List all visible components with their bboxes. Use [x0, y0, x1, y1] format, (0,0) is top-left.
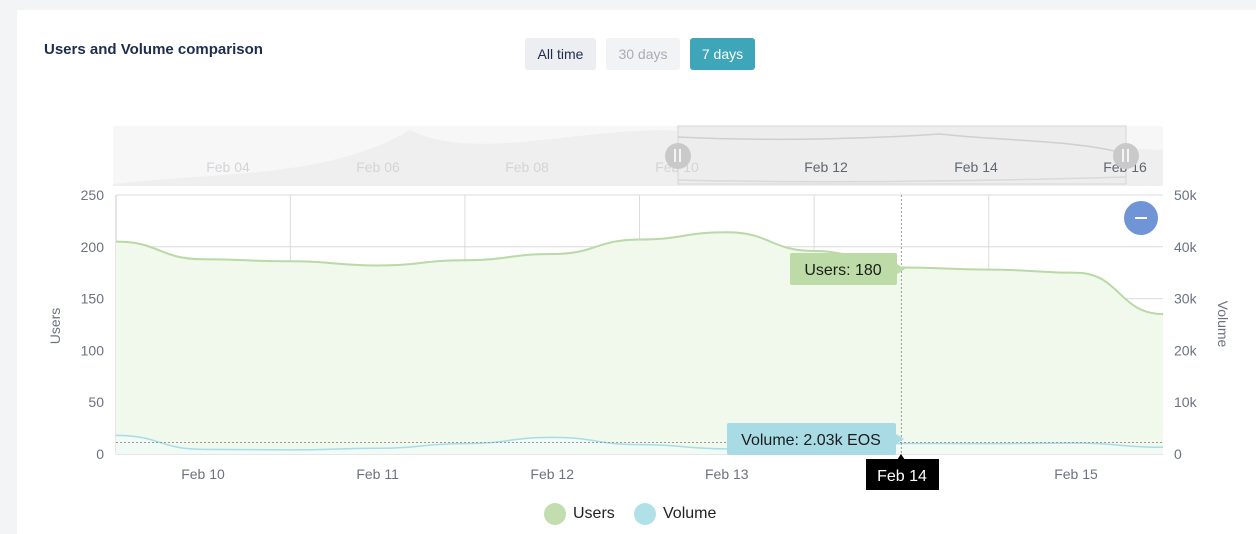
y-left-tick-label: 250: [81, 187, 105, 203]
x-tick-label: Feb 15: [1054, 466, 1098, 482]
navigator-date-label: Feb 12: [804, 159, 848, 175]
minus-icon: [1135, 217, 1147, 219]
navigator-date-label: Feb 04: [206, 159, 250, 175]
legend-volume-dot: [634, 503, 656, 525]
y-right-tick-label: 20k: [1174, 342, 1198, 358]
chart-title: Users and Volume comparison: [44, 41, 263, 58]
navigator-date-label: Feb 06: [356, 159, 400, 175]
date-tooltip-text: Feb 14: [877, 468, 927, 485]
x-tick-label: Feb 12: [530, 466, 574, 482]
reset-zoom-button[interactable]: [1124, 201, 1158, 235]
y-right-tick-label: 0: [1174, 446, 1182, 462]
date-tooltip-arrow: [897, 454, 905, 460]
y-left-tick-label: 50: [88, 394, 104, 410]
navigator-volume-line: [677, 176, 1127, 183]
navigator-users-line: [677, 133, 1127, 155]
volume-line: [115, 434, 1164, 451]
navigator-right-handle[interactable]: [1113, 143, 1139, 169]
y-axis-right-label: Volume: [1215, 301, 1231, 348]
y-left-tick-label: 0: [96, 446, 104, 462]
7-days-button[interactable]: 7 days: [690, 38, 755, 70]
navigator-date-label: Feb 08: [505, 159, 549, 175]
y-left-tick-label: 200: [81, 239, 105, 255]
x-tick-label: Feb 13: [705, 466, 749, 482]
users-tooltip-text: Users: 180: [804, 262, 881, 279]
navigator-date-label: Feb 14: [954, 159, 998, 175]
users-tooltip: Users: 180: [790, 253, 905, 285]
volume-tooltip-arrow: [896, 434, 904, 444]
volume-tooltip-box: [727, 423, 896, 455]
legend-volume-label: Volume: [663, 505, 717, 522]
navigator-selected-range[interactable]: [677, 125, 1127, 185]
y-right-tick-label: 10k: [1174, 394, 1198, 410]
users-tooltip-arrow: [897, 264, 905, 274]
navigator[interactable]: Feb 04 Feb 06 Feb 08 Feb 10 Feb 12 Feb 14 Feb …: [113, 125, 1163, 186]
navigator-left-handle[interactable]: [665, 143, 691, 169]
legend-users-label: Users: [573, 505, 615, 522]
date-tooltip-box: [866, 459, 939, 490]
30-days-button[interactable]: 30 days: [606, 38, 680, 70]
y-right-tick-label: 40k: [1174, 239, 1198, 255]
y-left-tick-label: 100: [81, 342, 105, 358]
legend-users-dot: [544, 503, 566, 525]
x-tick-label: Feb 11: [356, 466, 399, 482]
x-tick-label: Feb 10: [181, 466, 225, 482]
legend-item-users[interactable]: Users: [544, 502, 615, 526]
pause-handle-icon[interactable]: [665, 143, 691, 169]
volume-tooltip-text: Volume: 2.03k EOS: [741, 432, 881, 449]
y-axis-left-label: Users: [47, 308, 63, 345]
users-line: [115, 231, 1164, 316]
plot-area[interactable]: 0 50 100 150 200 250 0 10k 20k 30k 40k 50k Feb 10 Feb…: [81, 187, 1198, 482]
y-right-tick-label: 30k: [1174, 291, 1198, 307]
date-tooltip: Feb 14: [866, 454, 939, 490]
y-left-tick-label: 150: [81, 291, 105, 307]
volume-tooltip: Volume: 2.03k EOS: [727, 423, 904, 455]
y-right-tick-label: 50k: [1174, 187, 1198, 203]
pause-handle-icon[interactable]: [1113, 143, 1139, 169]
legend-item-volume[interactable]: Volume: [634, 502, 716, 526]
users-tooltip-box: [790, 253, 897, 285]
all-time-button[interactable]: All time: [525, 38, 596, 70]
